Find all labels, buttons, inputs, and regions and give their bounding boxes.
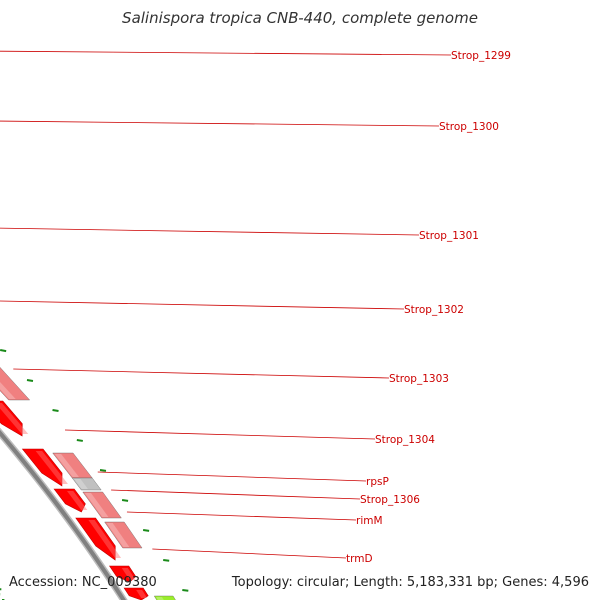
accession-label: Accession: NC_009380	[9, 575, 157, 590]
gene-label-connector	[0, 227, 420, 236]
cds-arrow-highlight	[121, 568, 136, 580]
gene-block-shading	[156, 597, 164, 600]
feature-track-tick	[52, 409, 59, 412]
gene-label: trmD	[346, 553, 373, 565]
map-title: Salinispora tropica CNB-440, complete ge…	[122, 9, 478, 27]
ruler-track: 1463 kbp1464 kbp1465 kbp1466 kbp1467 kbp…	[0, 588, 5, 600]
gene-feature-block	[0, 366, 31, 401]
gene-label: Strop_1301	[419, 230, 479, 242]
gene-block-shading	[84, 493, 109, 517]
gene-block-shading	[0, 381, 16, 399]
feature-track-tick	[163, 559, 170, 562]
gene-feature-block	[153, 595, 176, 600]
backbone-line	[0, 429, 126, 600]
gene-block-shading	[54, 454, 79, 477]
gene-label-layer: Strop_1299 Strop_1300 Strop_1301 Strop_1302…	[0, 50, 511, 565]
feature-track-tick	[76, 439, 83, 442]
cds-arrow-highlight	[136, 590, 148, 598]
gene-label: Strop_1300	[439, 121, 499, 133]
gene-label: Strop_1302	[404, 304, 464, 316]
feature-track-tick	[142, 529, 150, 532]
gene-block-shading	[106, 523, 130, 547]
gene-label-connector	[111, 489, 361, 500]
gene-label: Strop_1306	[360, 494, 420, 506]
gene-feature-block	[82, 491, 122, 519]
cds-arrow	[108, 565, 137, 583]
cds-arrow	[0, 400, 23, 437]
gene-label: rpsP	[366, 476, 389, 488]
gene-label: rimM	[356, 515, 383, 527]
cds-arrow-highlight	[35, 451, 68, 484]
cds-arrow-highlight	[0, 403, 29, 434]
feature-track-tick	[0, 349, 7, 353]
gene-label: Strop_1304	[375, 434, 435, 446]
feature-track-tick	[182, 589, 189, 592]
gene-label: Strop_1299	[451, 50, 511, 62]
gene-label-connector	[152, 548, 347, 559]
cds-arrow	[123, 587, 149, 600]
feature-track-tick	[26, 379, 34, 383]
gene-label-connector	[126, 511, 357, 521]
feature-track-tick	[121, 499, 129, 502]
gene-label-connector	[97, 471, 367, 482]
topology-summary: Topology: circular; Length: 5,183,331 bp…	[231, 575, 589, 590]
cds-arrow-highlight	[88, 520, 122, 558]
gene-label-connector	[0, 50, 452, 56]
cds-track	[0, 400, 149, 600]
gene-label: Strop_1303	[389, 373, 449, 385]
backbone	[0, 427, 128, 600]
gene-block-shading	[74, 479, 88, 489]
gene-label-connector	[64, 429, 376, 440]
cds-arrow	[53, 488, 86, 513]
gene-label-connector	[0, 120, 440, 127]
gene-label-connector	[13, 368, 390, 379]
cds-arrow	[75, 517, 116, 561]
gene-label-connector	[0, 300, 405, 310]
cds-arrow	[21, 448, 63, 487]
cds-arrow-highlight	[66, 491, 88, 510]
gene-feature-track	[0, 349, 189, 600]
gene-feature-block	[104, 521, 143, 549]
gene-feature-block	[71, 477, 102, 491]
feature-track-tick	[99, 469, 107, 472]
